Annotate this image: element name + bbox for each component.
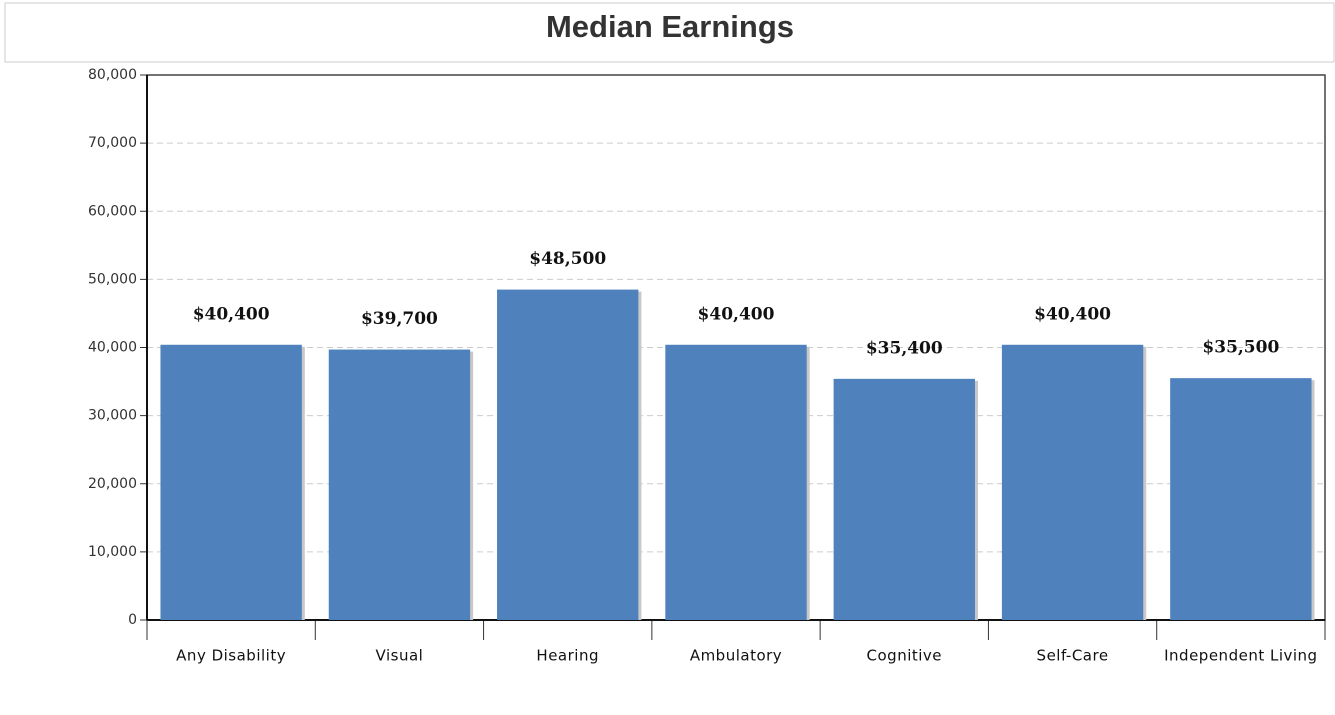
chart-title: Median Earnings xyxy=(546,9,794,44)
bar xyxy=(665,344,807,620)
title-box xyxy=(4,2,1335,63)
x-tick-label: Any Disability xyxy=(176,647,286,665)
x-tick-label: Visual xyxy=(376,647,424,665)
bar xyxy=(328,349,471,620)
bar xyxy=(1170,378,1312,620)
value-label: $48,500 xyxy=(529,249,606,269)
y-tick-label: 40,000 xyxy=(88,340,137,356)
x-tick-label: Ambulatory xyxy=(690,647,782,665)
value-label: $40,400 xyxy=(698,304,775,324)
value-label: $35,400 xyxy=(866,338,943,358)
bar xyxy=(497,289,639,620)
value-label: $35,500 xyxy=(1202,338,1279,358)
x-tick-label: Cognitive xyxy=(867,647,943,665)
x-tick-label: Hearing xyxy=(536,647,599,665)
value-label: $40,400 xyxy=(1034,304,1111,324)
y-tick-label: 60,000 xyxy=(88,203,137,219)
value-label: $40,400 xyxy=(193,304,270,324)
y-tick-label: 10,000 xyxy=(88,544,137,560)
bar xyxy=(833,378,975,620)
y-tick-label: 70,000 xyxy=(88,135,137,151)
y-tick-label: 50,000 xyxy=(88,271,137,287)
x-tick-label: Independent Living xyxy=(1164,647,1317,665)
value-label: $39,700 xyxy=(361,309,438,329)
y-tick-label: 20,000 xyxy=(88,476,137,492)
bar xyxy=(160,344,302,620)
bar xyxy=(1001,344,1144,620)
y-tick-label: 80,000 xyxy=(88,67,137,83)
y-tick-label: 0 xyxy=(128,612,137,628)
x-tick-label: Self-Care xyxy=(1037,647,1109,665)
y-tick-label: 30,000 xyxy=(88,408,137,424)
